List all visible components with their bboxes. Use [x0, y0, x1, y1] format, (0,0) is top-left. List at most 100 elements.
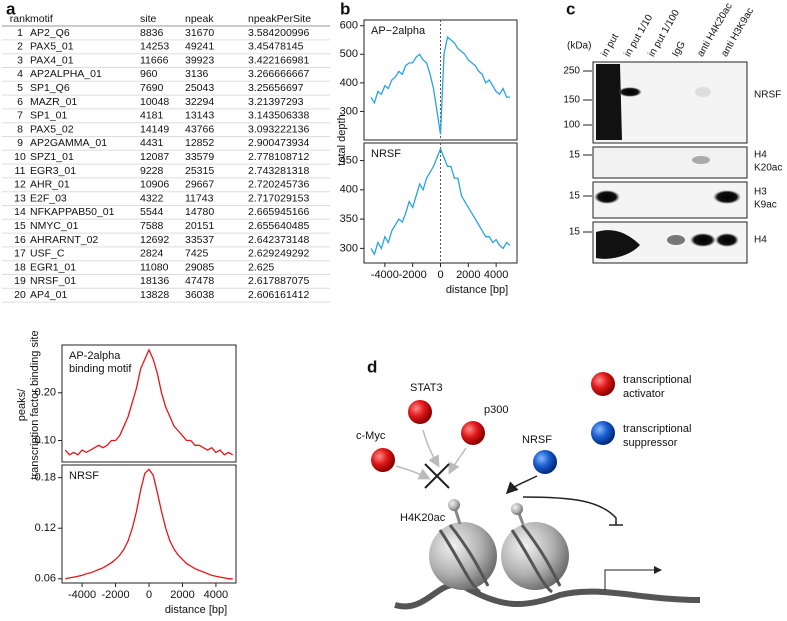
- table-cell: 19: [14, 275, 26, 287]
- x-tick-label: -2000: [101, 589, 129, 601]
- legend-label: activator: [623, 388, 665, 400]
- chart-title: NRSF: [69, 470, 99, 482]
- x-tick-label: 0: [146, 589, 152, 601]
- x-tick-label: -4000: [68, 589, 96, 601]
- table-header: npeakPerSite: [248, 13, 311, 25]
- y-tick-label: 300: [340, 242, 358, 254]
- table-cell: 11666: [140, 54, 169, 66]
- y-tick-label: 0.06: [35, 573, 56, 585]
- x-axis-label: distance [bp]: [446, 284, 508, 296]
- table-cell: 10906: [140, 179, 169, 191]
- table-cell: NFKAPPAB50_01: [30, 206, 115, 218]
- table-cell: 4181: [140, 110, 164, 122]
- table-cell: 33579: [185, 151, 214, 163]
- chart-title: NRSF: [371, 148, 401, 160]
- western-blot: [592, 61, 748, 264]
- table-cell: 10048: [140, 96, 169, 108]
- table-cell: 2824: [140, 248, 164, 260]
- table-cell: 47478: [185, 275, 214, 287]
- table-cell: 8836: [140, 27, 164, 39]
- arrow: [422, 429, 440, 468]
- table-cell: 16: [14, 234, 26, 246]
- plot-frame: [61, 344, 237, 463]
- table-cell: 3.143506338: [248, 110, 309, 122]
- arrow: [505, 475, 538, 495]
- band: [596, 64, 622, 140]
- data-line: [370, 35, 510, 135]
- marker-label: 15: [569, 227, 581, 238]
- cross: [424, 463, 450, 489]
- table-cell: 3136: [185, 68, 209, 80]
- table-cell: 43766: [185, 123, 214, 135]
- nucleosome: [429, 522, 497, 590]
- factor-label: p300: [484, 404, 508, 416]
- table-cell: 7: [17, 110, 23, 122]
- activator-icon: [461, 421, 485, 445]
- table-cell: 2.642373148: [248, 234, 309, 246]
- table-cell: 29667: [185, 179, 214, 191]
- marker-label: 15: [569, 150, 581, 161]
- table-cell: 2.665945166: [248, 206, 309, 218]
- table-cell: AP2ALPHA_01: [30, 68, 102, 80]
- inhibition: [522, 496, 617, 525]
- table-cell: 2.606161412: [248, 289, 309, 301]
- marker-label: 250: [563, 66, 580, 77]
- table-cell: 2.717029153: [248, 192, 309, 204]
- chart-title: AP-2alpha: [69, 350, 121, 362]
- dna-wrap: [438, 524, 490, 594]
- table-cell: 33537: [185, 234, 214, 246]
- table-cell: 32294: [185, 96, 214, 108]
- table-cell: 17: [14, 248, 26, 260]
- table-cell: 3.45478145: [248, 41, 304, 53]
- table-cell: 3.093222136: [248, 123, 309, 135]
- table-cell: 4322: [140, 192, 164, 204]
- data-line: [370, 147, 511, 256]
- blot-strip: [592, 146, 748, 179]
- table-cell: 13: [14, 192, 26, 204]
- table-cell: E2F_03: [30, 192, 67, 204]
- table-cell: PAX5_01: [30, 41, 74, 53]
- marker-label: 100: [563, 120, 580, 131]
- panel-letter: b: [340, 0, 350, 18]
- table-cell: 36038: [185, 289, 214, 301]
- x-tick-label: -2000: [399, 269, 427, 281]
- y-tick-label: 300: [340, 105, 358, 117]
- table-cell: 2.629249292: [248, 248, 309, 260]
- table-cell: 2.900473934: [248, 137, 309, 149]
- table-cell: SPZ1_01: [30, 151, 74, 163]
- band: [596, 230, 640, 259]
- activator-icon: [371, 448, 395, 472]
- arrow: [395, 465, 431, 480]
- table-cell: 20: [14, 289, 26, 301]
- target-label: H4: [754, 150, 767, 161]
- table-cell: 18136: [140, 275, 169, 287]
- marker-label: 15: [569, 191, 581, 202]
- table-cell: 14: [14, 206, 26, 218]
- chart-title: AP−2alpha: [371, 25, 426, 37]
- table-header: motif: [30, 13, 53, 25]
- table-cell: 3.21397293: [248, 96, 304, 108]
- y-tick-label: 400: [340, 77, 358, 89]
- table-cell: SP1_Q6: [30, 82, 70, 94]
- plot-frame: [61, 464, 237, 584]
- table-cell: EGR1_01: [30, 261, 76, 273]
- table-cell: NRSF_01: [30, 275, 76, 287]
- table-cell: 11080: [140, 261, 169, 273]
- table-cell: 8: [17, 123, 23, 135]
- mark-label: H4K20ac: [400, 512, 446, 524]
- x-tick-label: 4000: [204, 589, 228, 601]
- table-cell: 11743: [185, 192, 214, 204]
- panel-letter: c: [566, 0, 575, 18]
- y-tick-label: 0.10: [35, 434, 56, 446]
- table-cell: AP4_01: [30, 289, 68, 301]
- y-tick-label: 350: [340, 213, 358, 225]
- panel-letter: a: [6, 0, 16, 18]
- chart-title: binding motif: [69, 363, 132, 375]
- table-cell: 2.778108712: [248, 151, 309, 163]
- table-cell: 3.25656697: [248, 82, 304, 94]
- table-cell: 2.720245736: [248, 179, 309, 191]
- y-tick-label: 400: [340, 184, 358, 196]
- table-cell: 960: [140, 68, 158, 80]
- table-cell: 12: [14, 179, 26, 191]
